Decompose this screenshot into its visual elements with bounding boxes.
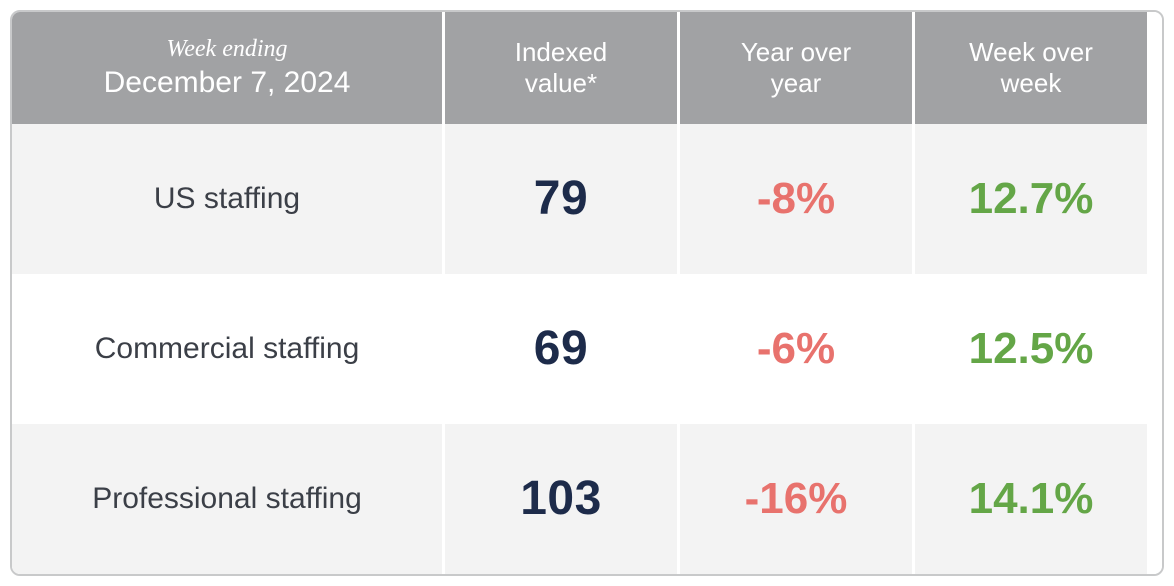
header-date: December 7, 2024 bbox=[104, 65, 351, 101]
row-label: US staffing bbox=[12, 124, 442, 274]
row-label: Commercial staffing bbox=[12, 274, 442, 424]
header-col4-line2: week bbox=[1001, 68, 1062, 99]
yoy-value: -16% bbox=[680, 424, 912, 574]
header-col2-line1: Indexed bbox=[515, 37, 608, 68]
header-week-ending: Week ending December 7, 2024 bbox=[12, 12, 442, 124]
yoy-value: -8% bbox=[680, 124, 912, 274]
wow-value: 12.5% bbox=[915, 274, 1147, 424]
header-col3-line2: year bbox=[771, 68, 822, 99]
staffing-table: Week ending December 7, 2024 Indexed val… bbox=[10, 10, 1164, 576]
wow-value: 14.1% bbox=[915, 424, 1147, 574]
yoy-value: -6% bbox=[680, 274, 912, 424]
table-row: Commercial staffing 69 -6% 12.5% bbox=[12, 274, 1162, 424]
header-col2-line2: value* bbox=[525, 68, 597, 99]
header-indexed-value: Indexed value* bbox=[445, 12, 677, 124]
indexed-value: 69 bbox=[445, 274, 677, 424]
header-subtitle: Week ending bbox=[166, 35, 287, 64]
table-row: US staffing 79 -8% 12.7% bbox=[12, 124, 1162, 274]
header-year-over-year: Year over year bbox=[680, 12, 912, 124]
header-col3-line1: Year over bbox=[741, 37, 851, 68]
indexed-value: 103 bbox=[445, 424, 677, 574]
header-week-over-week: Week over week bbox=[915, 12, 1147, 124]
indexed-value: 79 bbox=[445, 124, 677, 274]
wow-value: 12.7% bbox=[915, 124, 1147, 274]
header-col4-line1: Week over bbox=[969, 37, 1093, 68]
row-label: Professional staffing bbox=[12, 424, 442, 574]
table-header: Week ending December 7, 2024 Indexed val… bbox=[12, 12, 1162, 124]
table-row: Professional staffing 103 -16% 14.1% bbox=[12, 424, 1162, 574]
table-body: US staffing 79 -8% 12.7% Commercial staf… bbox=[12, 124, 1162, 574]
